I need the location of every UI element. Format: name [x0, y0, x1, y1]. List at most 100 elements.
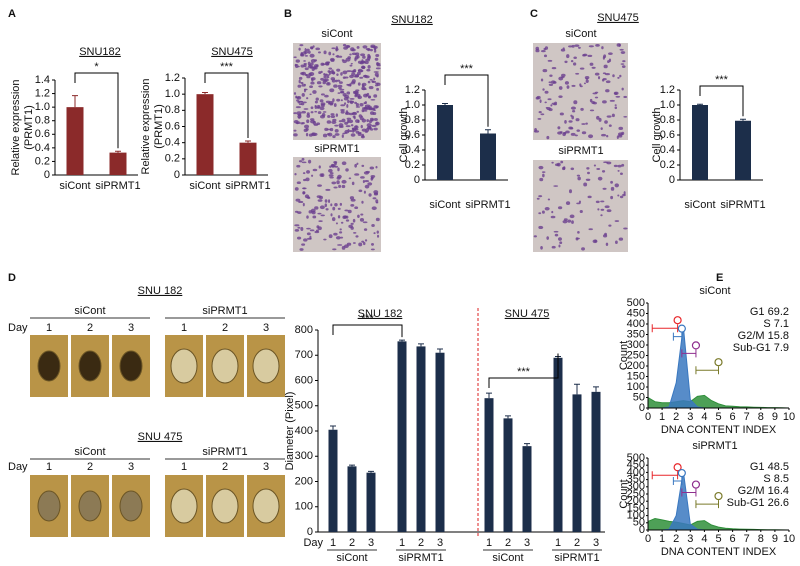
cell	[362, 221, 368, 224]
cell	[302, 191, 306, 195]
cell	[329, 176, 334, 179]
y-tick-label: 50	[633, 391, 645, 403]
cell	[619, 172, 623, 175]
x-tick-label: 1	[330, 537, 336, 549]
cell	[318, 220, 323, 223]
cell	[548, 81, 552, 84]
cell	[334, 128, 339, 133]
cell	[558, 244, 561, 248]
cell	[588, 45, 594, 48]
bar	[397, 341, 407, 532]
cell	[311, 210, 316, 215]
y-tick-label: 400	[295, 425, 313, 437]
cell	[361, 83, 364, 88]
cell	[294, 173, 297, 176]
cell	[592, 101, 597, 105]
cell	[612, 74, 615, 78]
cell	[334, 79, 338, 83]
cell	[365, 170, 370, 174]
y-tick-label: 0.2	[660, 159, 675, 171]
spheroid	[78, 350, 102, 382]
cell	[304, 67, 309, 71]
cell	[333, 186, 338, 189]
y-tick-label: 0	[44, 169, 50, 181]
cell	[538, 195, 543, 198]
image-label: siCont	[321, 28, 352, 40]
day-number: 3	[263, 322, 269, 334]
bar	[347, 466, 357, 532]
panel-label: D	[8, 272, 16, 284]
cell	[538, 212, 542, 215]
cell	[570, 106, 576, 110]
group-label: siCont	[336, 552, 367, 564]
x-tick-label: 3	[687, 411, 693, 423]
cell	[593, 164, 597, 167]
cell	[340, 99, 343, 102]
cell	[606, 115, 612, 118]
cell	[553, 103, 557, 106]
cell	[361, 128, 367, 132]
cell	[325, 100, 331, 104]
cell	[350, 204, 355, 207]
cell	[538, 111, 542, 114]
cell	[544, 46, 549, 50]
cell	[323, 72, 326, 76]
image-label: siCont	[565, 28, 596, 40]
cell	[553, 230, 559, 233]
cell	[335, 236, 341, 240]
cell	[601, 170, 606, 173]
cell	[374, 72, 379, 77]
error-bar	[437, 348, 443, 353]
cell	[359, 102, 364, 107]
cell	[582, 54, 586, 57]
cell	[340, 104, 346, 107]
x-tick-label: 5	[715, 411, 721, 423]
cell	[330, 77, 336, 81]
error-bar	[72, 95, 78, 108]
cell	[585, 178, 591, 181]
cell	[373, 46, 377, 51]
cell	[546, 236, 549, 240]
y-tick-label: 300	[295, 450, 313, 462]
cell	[548, 108, 553, 112]
cell	[608, 224, 612, 227]
cell	[307, 159, 312, 164]
cell	[343, 46, 349, 50]
cell	[328, 67, 333, 70]
cell	[360, 176, 365, 179]
error-bar	[349, 464, 355, 467]
cell	[538, 225, 544, 230]
cell	[616, 43, 621, 47]
cell	[316, 195, 322, 199]
cell	[364, 239, 368, 242]
x-tick-label: 2	[505, 537, 511, 549]
cell	[328, 199, 331, 204]
stat-label: G1 69.2	[750, 306, 789, 318]
bar	[591, 391, 601, 532]
x-tick-label: 10	[783, 533, 795, 545]
cell	[312, 215, 317, 219]
cell	[318, 85, 323, 88]
cell	[376, 230, 379, 234]
cell	[554, 233, 559, 237]
cell	[337, 207, 341, 210]
chart-title: SNU182	[79, 46, 121, 58]
cell	[369, 78, 373, 81]
cell	[368, 193, 372, 197]
error-bar	[574, 383, 580, 395]
cell	[345, 110, 349, 114]
cell	[334, 203, 338, 207]
cell	[562, 132, 566, 137]
y-tick-label: 150	[627, 370, 645, 382]
cell	[569, 214, 575, 219]
cell	[327, 70, 331, 73]
cell	[553, 185, 559, 187]
cell	[555, 163, 560, 167]
y-tick-label: 800	[295, 324, 313, 336]
cell	[354, 206, 359, 210]
cell	[613, 164, 618, 168]
cell	[299, 44, 304, 47]
cell	[293, 129, 297, 132]
x-tick-label: siCont	[684, 199, 715, 211]
cell	[364, 75, 370, 79]
